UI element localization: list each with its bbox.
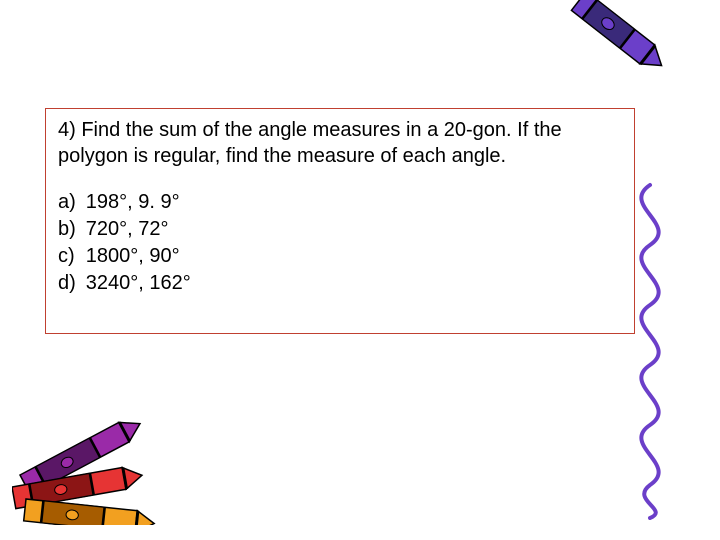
question-box: 4) Find the sum of the angle measures in… (45, 108, 635, 334)
answer-choices: a) b) c) d) 198°, 9. 9° 720°, 72° 1800°,… (58, 189, 622, 297)
crayons-bottom-icon (12, 405, 182, 530)
choice-letters-col: a) b) c) d) (58, 189, 76, 297)
choice-letter: a) (58, 189, 76, 216)
squiggle-icon (615, 180, 685, 525)
question-prompt: 4) Find the sum of the angle measures in… (58, 117, 622, 169)
choice-letter: b) (58, 216, 76, 243)
crayon-top-icon (550, 0, 691, 104)
choice-letter: d) (58, 270, 76, 297)
choice-text: 3240°, 162° (86, 270, 191, 297)
choice-text: 198°, 9. 9° (86, 189, 191, 216)
choice-letter: c) (58, 243, 76, 270)
choice-answers-col: 198°, 9. 9° 720°, 72° 1800°, 90° 3240°, … (86, 189, 191, 297)
choice-text: 1800°, 90° (86, 243, 191, 270)
choice-text: 720°, 72° (86, 216, 191, 243)
